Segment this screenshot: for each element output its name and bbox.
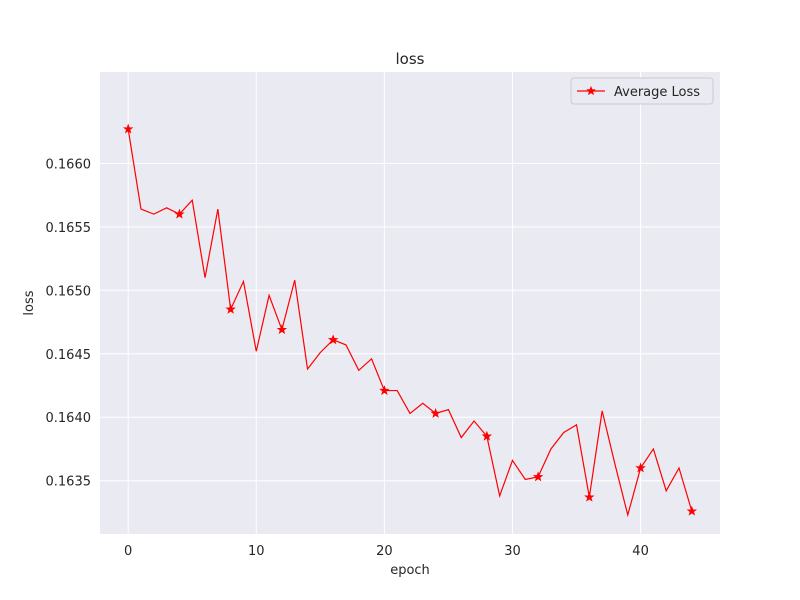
y-tick-label: 0.1635 [46, 475, 92, 490]
plot-background [100, 72, 720, 534]
y-tick-label: 0.1640 [46, 411, 92, 426]
x-tick-label: 0 [124, 544, 132, 559]
y-axis-label: loss [22, 290, 37, 315]
data-point-marker [276, 324, 288, 335]
tick-labels: 0 10 20 30 40 0.1635 0.1640 0.1645 0.1650 0.1655 0… [46, 157, 649, 559]
x-axis-label: epoch [390, 563, 430, 578]
data-point-marker [481, 430, 493, 441]
x-tick-label: 20 [376, 544, 393, 559]
data-point-marker [584, 491, 595, 502]
data-point-marker [635, 462, 646, 473]
y-tick-label: 0.1655 [46, 221, 92, 236]
series-line [127, 129, 693, 518]
legend-box [570, 77, 714, 105]
legend: Average Loss [570, 77, 714, 105]
y-tick-label: 0.1645 [46, 348, 92, 363]
y-tick-label: 0.1650 [46, 284, 92, 299]
data-point-marker [327, 334, 339, 345]
x-tick-label: 10 [248, 544, 265, 559]
x-tick-label: 40 [632, 544, 649, 559]
legend-marker [585, 85, 597, 96]
grid [100, 72, 720, 534]
data-point-marker [532, 471, 544, 482]
data-point-marker [225, 303, 236, 314]
chart-title: loss [396, 50, 425, 68]
y-tick-label: 0.1660 [46, 157, 92, 172]
series-layer [122, 123, 698, 518]
data-point-marker [430, 407, 441, 418]
x-tick-label: 30 [504, 544, 521, 559]
data-point-marker [174, 208, 185, 219]
legend-label: Average Loss [614, 85, 700, 100]
data-point-marker [379, 385, 390, 396]
data-point-marker [686, 505, 698, 516]
data-point-marker [122, 123, 134, 134]
